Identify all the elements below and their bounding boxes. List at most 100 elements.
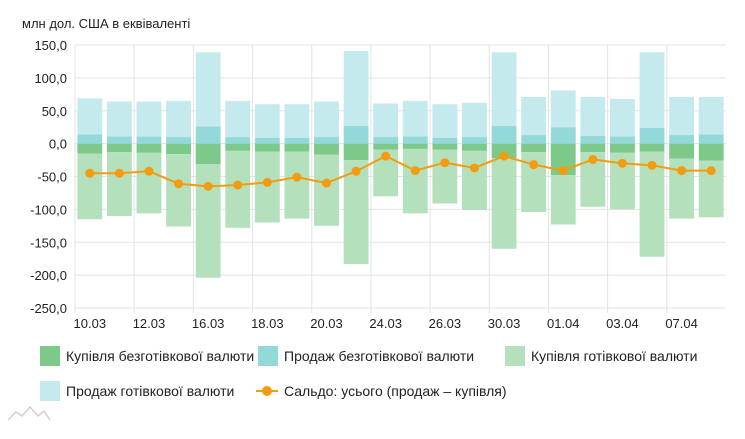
bar-noncash-sale[interactable] xyxy=(166,137,191,144)
bar-noncash-purchase[interactable] xyxy=(77,143,103,154)
bar-cash-purchase[interactable] xyxy=(314,154,339,226)
bar-cash-purchase[interactable] xyxy=(77,153,103,220)
bar-cash-sale[interactable] xyxy=(669,96,695,136)
bar-noncash-sale[interactable] xyxy=(373,137,399,144)
bar-noncash-sale[interactable] xyxy=(225,137,251,144)
bar-noncash-sale[interactable] xyxy=(610,136,635,144)
bar-noncash-purchase[interactable] xyxy=(402,143,428,149)
balance-point[interactable] xyxy=(617,158,627,168)
legend-item-noncash-sale[interactable]: Продаж безготівкової валюти xyxy=(258,346,474,366)
bar-noncash-purchase[interactable] xyxy=(462,143,487,151)
bar-cash-sale[interactable] xyxy=(284,104,310,138)
balance-point[interactable] xyxy=(440,158,450,168)
bar-cash-purchase[interactable] xyxy=(254,151,280,223)
bar-noncash-purchase[interactable] xyxy=(669,143,695,159)
bar-noncash-purchase[interactable] xyxy=(610,143,635,153)
balance-point[interactable] xyxy=(174,179,184,189)
bar-noncash-purchase[interactable] xyxy=(195,143,221,165)
bar-noncash-sale[interactable] xyxy=(669,135,695,144)
bar-cash-sale[interactable] xyxy=(106,101,132,137)
bar-noncash-sale[interactable] xyxy=(550,127,576,144)
bar-noncash-purchase[interactable] xyxy=(343,143,369,161)
bar-noncash-purchase[interactable] xyxy=(432,143,458,150)
bar-noncash-purchase[interactable] xyxy=(284,143,310,152)
bar-cash-purchase[interactable] xyxy=(491,158,517,249)
bar-noncash-sale[interactable] xyxy=(432,137,458,144)
bar-cash-purchase[interactable] xyxy=(432,149,458,204)
bar-noncash-purchase[interactable] xyxy=(314,143,339,155)
balance-point[interactable] xyxy=(203,181,213,191)
bar-cash-purchase[interactable] xyxy=(343,160,369,264)
legend-item-cash-sale[interactable]: Продаж готівкової валюти xyxy=(40,381,234,401)
bar-noncash-purchase[interactable] xyxy=(521,143,547,153)
balance-point[interactable] xyxy=(381,151,391,161)
balance-point[interactable] xyxy=(469,163,479,173)
bar-cash-sale[interactable] xyxy=(136,101,162,137)
balance-point[interactable] xyxy=(262,177,272,187)
bar-cash-purchase[interactable] xyxy=(462,150,487,211)
bar-noncash-sale[interactable] xyxy=(314,137,339,144)
bar-noncash-purchase[interactable] xyxy=(106,143,132,153)
bar-cash-sale[interactable] xyxy=(402,100,428,137)
balance-point[interactable] xyxy=(85,168,95,178)
bar-cash-sale[interactable] xyxy=(639,52,665,128)
balance-point[interactable] xyxy=(233,180,243,190)
bar-cash-sale[interactable] xyxy=(462,102,487,138)
bar-noncash-purchase[interactable] xyxy=(166,143,191,155)
bar-cash-sale[interactable] xyxy=(314,101,339,138)
balance-point[interactable] xyxy=(292,172,302,182)
bar-noncash-purchase[interactable] xyxy=(254,143,280,152)
bar-noncash-purchase[interactable] xyxy=(373,143,399,150)
bar-noncash-sale[interactable] xyxy=(343,125,369,144)
balance-point[interactable] xyxy=(351,166,361,176)
bar-noncash-sale[interactable] xyxy=(195,126,221,144)
bar-noncash-sale[interactable] xyxy=(698,134,724,144)
bar-cash-sale[interactable] xyxy=(343,50,369,126)
bar-cash-sale[interactable] xyxy=(580,96,606,136)
balance-point[interactable] xyxy=(499,151,509,161)
bar-cash-sale[interactable] xyxy=(521,96,547,136)
bar-noncash-purchase[interactable] xyxy=(136,143,162,153)
bar-cash-purchase[interactable] xyxy=(550,175,576,225)
bar-cash-sale[interactable] xyxy=(491,52,517,126)
bar-noncash-sale[interactable] xyxy=(254,137,280,144)
bar-cash-sale[interactable] xyxy=(225,100,251,138)
bar-noncash-sale[interactable] xyxy=(77,134,103,144)
bar-noncash-sale[interactable] xyxy=(462,137,487,144)
bar-cash-purchase[interactable] xyxy=(195,164,221,278)
bar-cash-sale[interactable] xyxy=(432,104,458,138)
bar-noncash-sale[interactable] xyxy=(521,135,547,144)
bar-cash-purchase[interactable] xyxy=(106,152,132,216)
bar-cash-sale[interactable] xyxy=(698,96,724,135)
bar-noncash-sale[interactable] xyxy=(580,135,606,144)
legend-item-balance[interactable]: Сальдо: усього (продаж – купівля) xyxy=(256,381,507,401)
balance-point[interactable] xyxy=(647,160,657,170)
balance-point[interactable] xyxy=(144,166,154,176)
bar-noncash-purchase[interactable] xyxy=(580,143,606,153)
bar-noncash-sale[interactable] xyxy=(284,137,310,144)
bar-noncash-sale[interactable] xyxy=(136,136,162,144)
balance-point[interactable] xyxy=(677,166,687,176)
legend-item-cash-purchase[interactable]: Купівля готівкової валюти xyxy=(505,346,697,366)
bar-cash-sale[interactable] xyxy=(195,52,221,127)
bar-cash-purchase[interactable] xyxy=(166,154,191,227)
balance-point[interactable] xyxy=(558,166,568,176)
balance-point[interactable] xyxy=(588,154,598,164)
bar-noncash-purchase[interactable] xyxy=(698,143,724,161)
bar-cash-sale[interactable] xyxy=(166,100,191,138)
bar-cash-purchase[interactable] xyxy=(402,148,428,214)
bar-noncash-purchase[interactable] xyxy=(491,143,517,159)
balance-point[interactable] xyxy=(410,166,420,176)
bar-noncash-sale[interactable] xyxy=(639,127,665,144)
bar-noncash-sale[interactable] xyxy=(491,125,517,144)
bar-cash-purchase[interactable] xyxy=(284,151,310,219)
balance-point[interactable] xyxy=(322,178,332,188)
bar-noncash-purchase[interactable] xyxy=(639,143,665,152)
balance-point[interactable] xyxy=(706,166,716,176)
legend-item-noncash-purchase[interactable]: Купівля безготівкової валюти xyxy=(40,346,254,366)
bar-noncash-sale[interactable] xyxy=(402,136,428,144)
balance-point[interactable] xyxy=(529,160,539,170)
bar-cash-purchase[interactable] xyxy=(136,152,162,214)
bar-cash-sale[interactable] xyxy=(77,98,103,135)
bar-cash-sale[interactable] xyxy=(373,103,399,138)
